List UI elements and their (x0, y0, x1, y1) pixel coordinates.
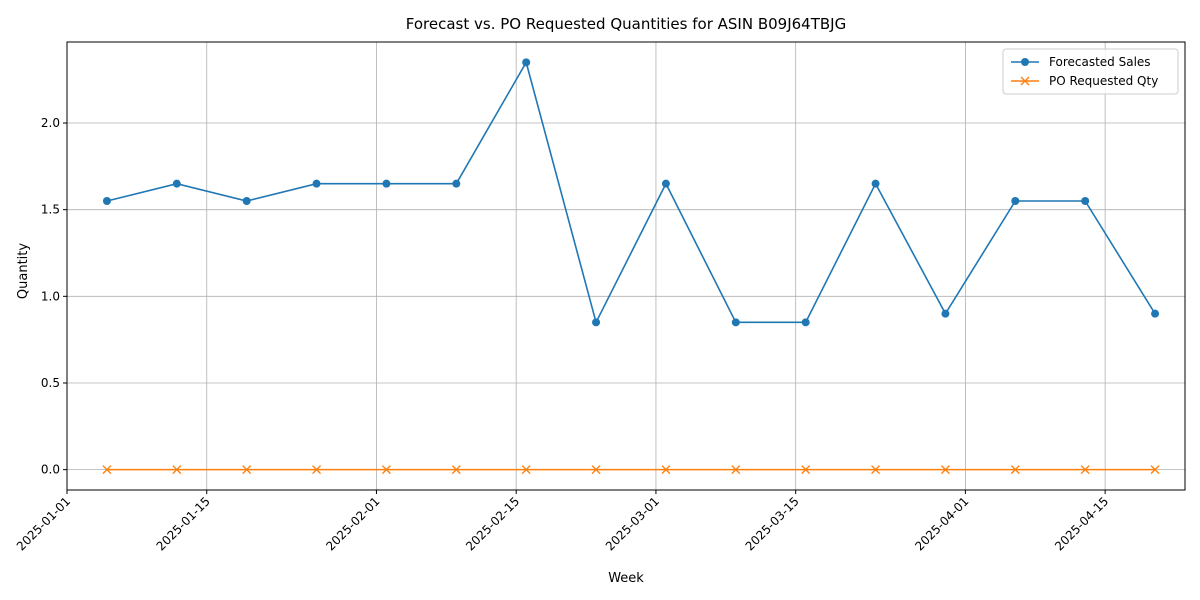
legend-frame (1002, 48, 1179, 95)
y-tick-label: 1.0 (41, 289, 60, 303)
y-tick-label: 0.0 (41, 463, 60, 477)
y-tick-label: 2.0 (41, 116, 60, 130)
data-point (382, 179, 391, 188)
x-tick-label: 2025-04-01 (912, 494, 971, 553)
legend-marker (1020, 76, 1030, 86)
data-point (1080, 465, 1090, 475)
data-point (242, 465, 252, 475)
series-1 (102, 465, 1160, 475)
legend-label: Forecasted Sales (1049, 55, 1151, 69)
chart-title: Forecast vs. PO Requested Quantities for… (406, 15, 846, 33)
y-tick-label: 1.5 (41, 203, 60, 217)
data-point (591, 465, 601, 475)
x-tick-label: 2025-03-15 (743, 494, 802, 553)
x-tick-label: 2025-03-01 (603, 494, 662, 553)
legend-item: Forecasted Sales (1011, 55, 1151, 69)
data-point (1150, 465, 1160, 475)
series-layer (102, 58, 1160, 475)
legend-label: PO Requested Qty (1049, 74, 1158, 88)
y-axis-label: Quantity (16, 243, 31, 299)
legend: Forecasted Sales PO Requested Qty (1002, 48, 1179, 95)
data-point (801, 318, 810, 327)
data-point (242, 197, 251, 206)
data-point (801, 465, 811, 475)
data-point (661, 465, 671, 475)
plot-area (66, 41, 1186, 491)
x-axis-label: Week (608, 571, 644, 586)
data-point (172, 465, 182, 475)
data-point (102, 465, 112, 475)
grid (66, 42, 1185, 490)
data-point (731, 318, 740, 327)
data-point (522, 58, 531, 67)
series-0 (102, 58, 1160, 327)
x-tick-label: 2025-02-15 (463, 494, 522, 553)
data-point (1010, 465, 1020, 475)
data-point (731, 465, 741, 475)
x-tick-label: 2025-04-15 (1052, 494, 1111, 553)
data-point (592, 318, 601, 327)
data-point (312, 179, 321, 188)
data-point (312, 465, 322, 475)
legend-item: PO Requested Qty (1011, 74, 1158, 88)
data-point (1151, 309, 1160, 318)
data-point (871, 465, 881, 475)
data-point (452, 179, 461, 188)
x-tick-label: 2025-02-01 (323, 494, 382, 553)
data-point (871, 179, 880, 188)
data-point (940, 465, 950, 475)
data-point (661, 179, 670, 188)
data-point (102, 197, 111, 206)
series-line (106, 60, 1156, 325)
data-point (172, 179, 181, 188)
data-point (381, 465, 391, 475)
data-point (1011, 197, 1020, 206)
legend-marker (1021, 58, 1029, 66)
x-tick-label: 2025-01-01 (14, 494, 73, 553)
data-point (941, 309, 950, 318)
data-point (451, 465, 461, 475)
data-point (521, 465, 531, 475)
x-tick-label: 2025-01-15 (154, 494, 213, 553)
y-tick-label: 0.5 (41, 376, 60, 390)
data-point (1081, 197, 1090, 206)
